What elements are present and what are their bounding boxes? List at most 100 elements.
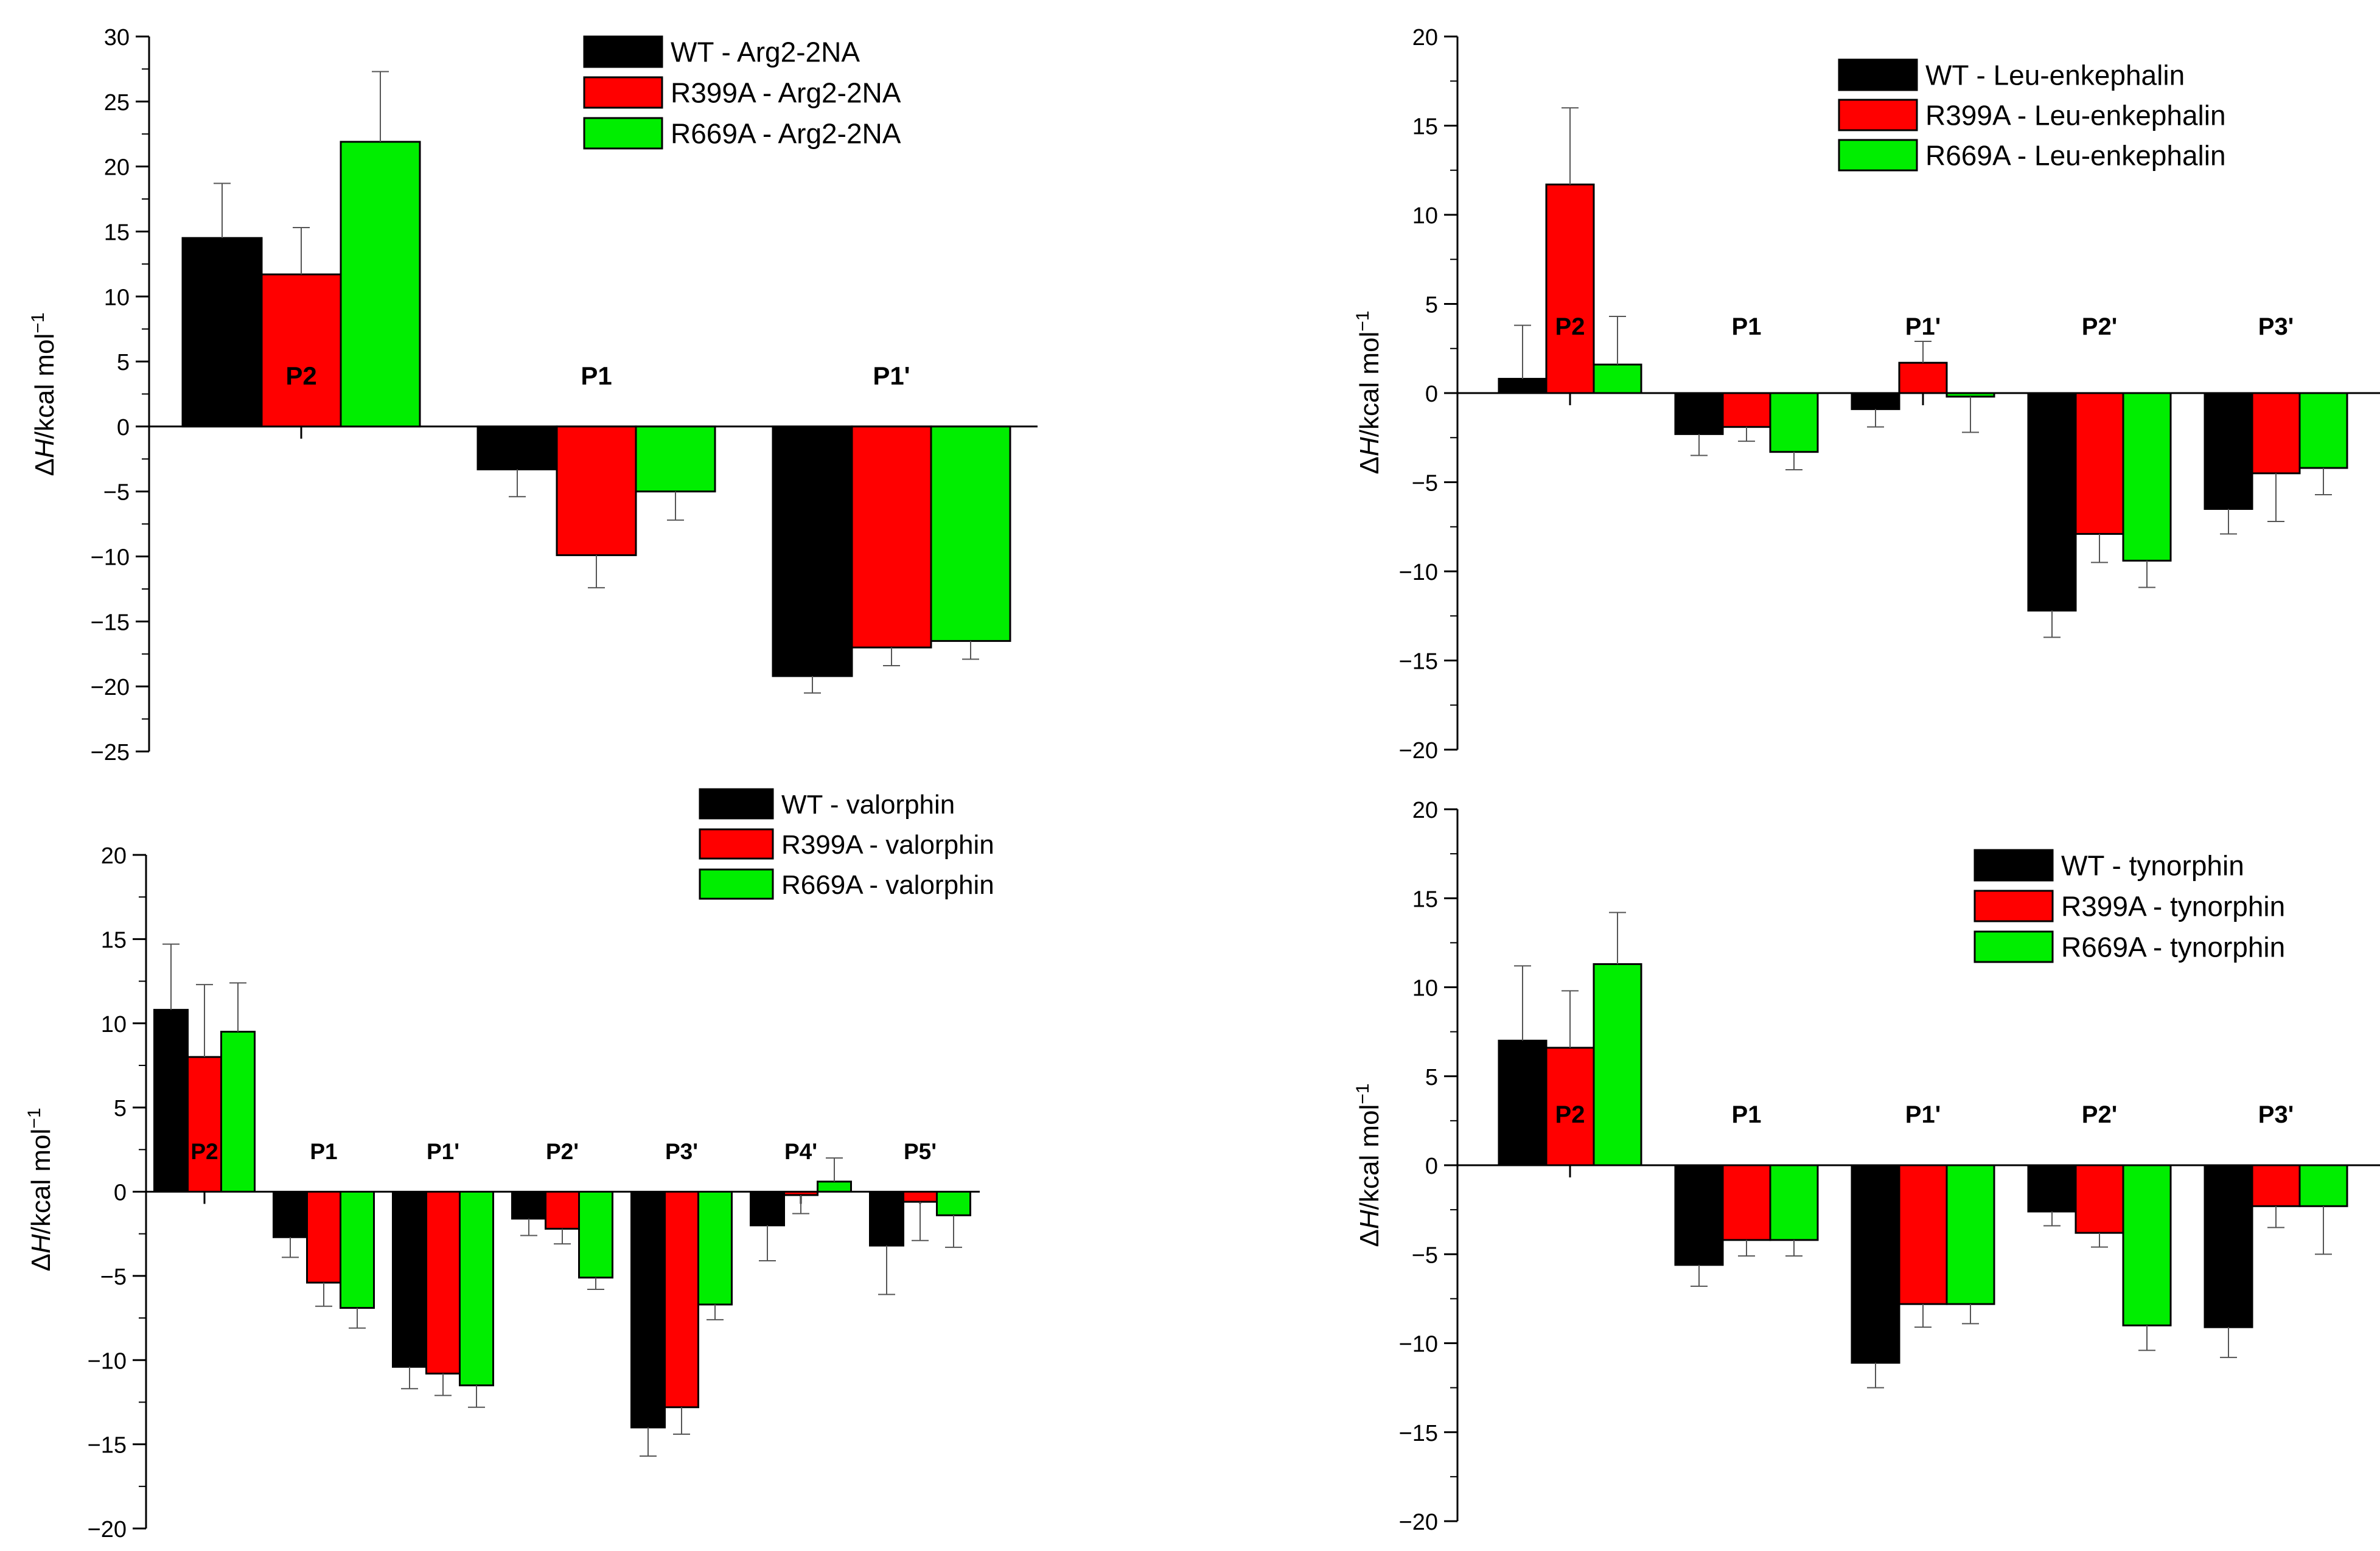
bar [340, 1191, 375, 1309]
legend-label: R669A - Arg2-2NA [671, 118, 901, 150]
category-label: P2 [1555, 1101, 1585, 1128]
bar [578, 1191, 613, 1279]
bar [1851, 1164, 1900, 1364]
y-tick-label: 0 [1425, 382, 1438, 407]
category-label: P1 [581, 361, 612, 390]
bar [153, 1009, 189, 1193]
bar [425, 1191, 461, 1375]
bar [2251, 392, 2301, 475]
legend-swatch [583, 35, 663, 68]
bar [1946, 392, 1995, 398]
category-label: P3' [2258, 1101, 2294, 1128]
legend-label: R399A - Leu-enkephalin [1925, 100, 2226, 131]
legend-swatch [1973, 930, 2054, 963]
y-axis-label: ΔH/kcal mol−1 [24, 1108, 56, 1272]
y-tick-label: −5 [1412, 1243, 1438, 1268]
category-label: P1' [1905, 313, 1941, 340]
category-label: P5' [904, 1139, 937, 1164]
y-tick-label: 15 [1412, 887, 1438, 912]
bar [340, 141, 421, 428]
bar [1545, 183, 1595, 394]
y-tick-label: −15 [1399, 649, 1438, 675]
y-tick-label: 25 [104, 90, 130, 116]
bar [783, 1191, 818, 1196]
bar [260, 273, 342, 428]
y-tick-label: 20 [101, 843, 127, 869]
y-tick-label: 0 [114, 1180, 127, 1206]
y-tick-label: 10 [1412, 203, 1438, 229]
y-tick-label: −5 [103, 480, 130, 506]
bar [2298, 1164, 2348, 1207]
y-axis-label: ΔH/kcal mol−1 [1353, 1084, 1384, 1247]
legend-swatch [1838, 58, 1918, 91]
legend-swatch [699, 868, 774, 900]
bar [511, 1191, 546, 1220]
legend-swatch [699, 788, 774, 820]
bar [2204, 392, 2253, 510]
legend-label: WT - Leu-enkephalin [1925, 60, 2185, 91]
y-tick-label: 10 [104, 285, 130, 310]
bar [1674, 1164, 1724, 1266]
bar [1545, 1047, 1595, 1166]
bar [635, 425, 716, 493]
category-label: P2 [190, 1139, 218, 1164]
chart-panel-2: −20 −15 −10 −5 0 5 10 15 20 ΔH/kcal mol−1 P2 P1 P1' P… [1353, 25, 2380, 764]
y-tick-label: −15 [88, 1433, 127, 1459]
y-axis-label: ΔH/kcal mol−1 [1353, 311, 1384, 475]
bar [1498, 378, 1548, 394]
category-label: P1 [1732, 313, 1762, 340]
y-tick-label: 20 [104, 155, 130, 181]
y-tick-label: −10 [1399, 1332, 1438, 1358]
y-tick-label: 5 [1425, 1065, 1438, 1090]
y-tick-label: 5 [117, 350, 130, 375]
category-label: P2' [2082, 1101, 2117, 1128]
y-tick-label: −5 [100, 1264, 127, 1290]
category-label: P1' [873, 361, 910, 390]
y-tick-label: −10 [1399, 560, 1438, 585]
legend-label: WT - Arg2-2NA [671, 37, 860, 68]
y-tick-label: 5 [1425, 293, 1438, 318]
y-tick-label: 0 [1425, 1154, 1438, 1179]
bar [1898, 361, 1948, 394]
bar [545, 1191, 580, 1230]
bar [556, 425, 637, 556]
y-tick-label: −10 [88, 1348, 127, 1374]
bar [902, 1191, 938, 1203]
bar [1722, 1164, 1771, 1241]
bar [697, 1191, 733, 1306]
bar [2027, 1164, 2077, 1213]
category-label: P2' [2082, 313, 2117, 340]
legend-label: R399A - valorphin [781, 830, 994, 860]
y-tick-label: 15 [104, 220, 130, 245]
y-tick-label: −10 [91, 545, 130, 571]
category-label: P1 [1732, 1101, 1762, 1128]
bar [630, 1191, 666, 1429]
bar [2075, 392, 2124, 535]
bar [392, 1191, 427, 1368]
bar [750, 1191, 785, 1227]
y-tick-label: 15 [1412, 114, 1438, 140]
legend-swatch [1838, 139, 1918, 172]
bar [1674, 392, 1724, 435]
bar [2122, 392, 2172, 562]
legend-swatch [1973, 849, 2054, 882]
y-axis-label: ΔH/kcal mol−1 [28, 313, 60, 476]
category-label: P2 [1555, 313, 1585, 340]
y-tick-label: −15 [1399, 1421, 1438, 1446]
y-tick-label: 10 [1412, 976, 1438, 1002]
bar [1898, 1164, 1948, 1305]
bar [476, 425, 558, 470]
legend-label: WT - tynorphin [2061, 850, 2244, 882]
bar [1593, 363, 1642, 394]
bar [2027, 392, 2077, 612]
bar [772, 425, 853, 677]
y-tick-label: −20 [91, 675, 130, 700]
bar [181, 237, 263, 428]
legend-swatch [1973, 890, 2054, 922]
legend-label: R399A - Arg2-2NA [671, 77, 901, 109]
bar [936, 1191, 971, 1216]
y-tick-label: 30 [104, 25, 130, 51]
y-tick-label: −20 [1399, 1510, 1438, 1535]
bar [273, 1191, 308, 1238]
